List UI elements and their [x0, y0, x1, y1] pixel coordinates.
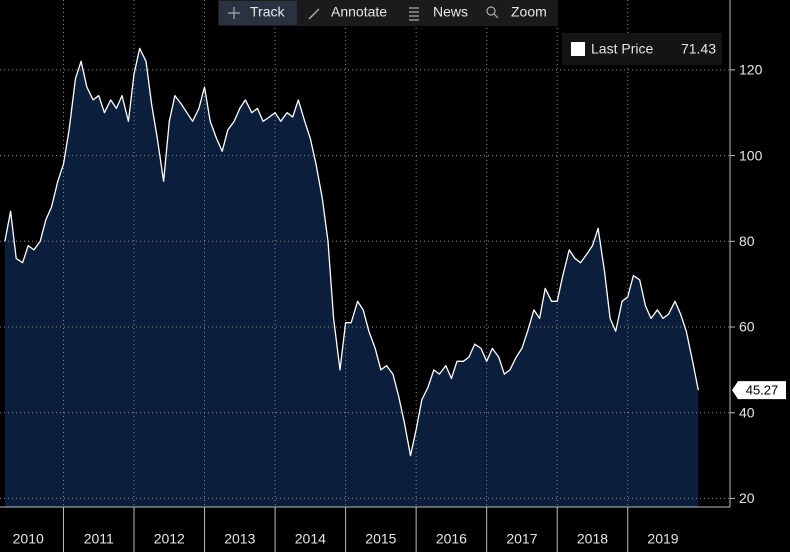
annotate-icon [308, 8, 320, 20]
legend-swatch [571, 42, 585, 56]
x-tick-label: 2014 [295, 531, 326, 547]
annotate-label: Annotate [331, 4, 387, 20]
y-tick-label: 60 [739, 319, 755, 335]
track-label: Track [250, 4, 285, 20]
y-tick-label: 20 [739, 490, 755, 506]
axes-labels: 45.27 20 40 60 80 100 120 2010 2011 2012 2013 2014 2… [13, 62, 786, 552]
price-line [4, 47, 699, 457]
x-tick-label: 2018 [577, 531, 608, 547]
zoom-button[interactable]: Zoom [486, 4, 547, 20]
last-value-tag [732, 381, 786, 400]
track-button[interactable]: Track [219, 1, 297, 25]
x-tick-label: 2013 [224, 531, 255, 547]
x-tick-label: 2017 [506, 531, 537, 547]
legend-label: Last Price [591, 41, 653, 57]
y-tick-label: 100 [739, 147, 763, 163]
x-tick-label: 2016 [436, 531, 467, 547]
x-tick-label: 2019 [647, 531, 678, 547]
news-icon [409, 7, 419, 21]
legend-bg [562, 33, 722, 65]
zoom-icon [486, 6, 496, 16]
zoom-label: Zoom [511, 4, 547, 20]
x-tick-label: 2011 [84, 531, 114, 547]
plot [0, 0, 730, 508]
y-tick-label: 120 [739, 62, 763, 78]
x-tick-label: 2015 [365, 531, 396, 547]
x-tick-label: 2012 [154, 531, 185, 547]
news-button[interactable]: News [409, 4, 468, 21]
y-tick-label: 80 [739, 233, 755, 249]
area-fill [4, 48, 699, 508]
news-label: News [433, 4, 468, 20]
legend-value: 71.43 [681, 41, 716, 57]
y-tick-label: 40 [739, 404, 755, 420]
last-value-label: 45.27 [746, 383, 779, 398]
zoom-icon-handle [493, 13, 499, 19]
track-icon [228, 7, 240, 19]
x-tick-label: 2010 [13, 531, 44, 547]
annotate-button[interactable]: Annotate [308, 4, 387, 20]
toolbar: Track Annotate News Zoom [218, 0, 558, 26]
legend: Last Price 71.43 [562, 33, 722, 65]
